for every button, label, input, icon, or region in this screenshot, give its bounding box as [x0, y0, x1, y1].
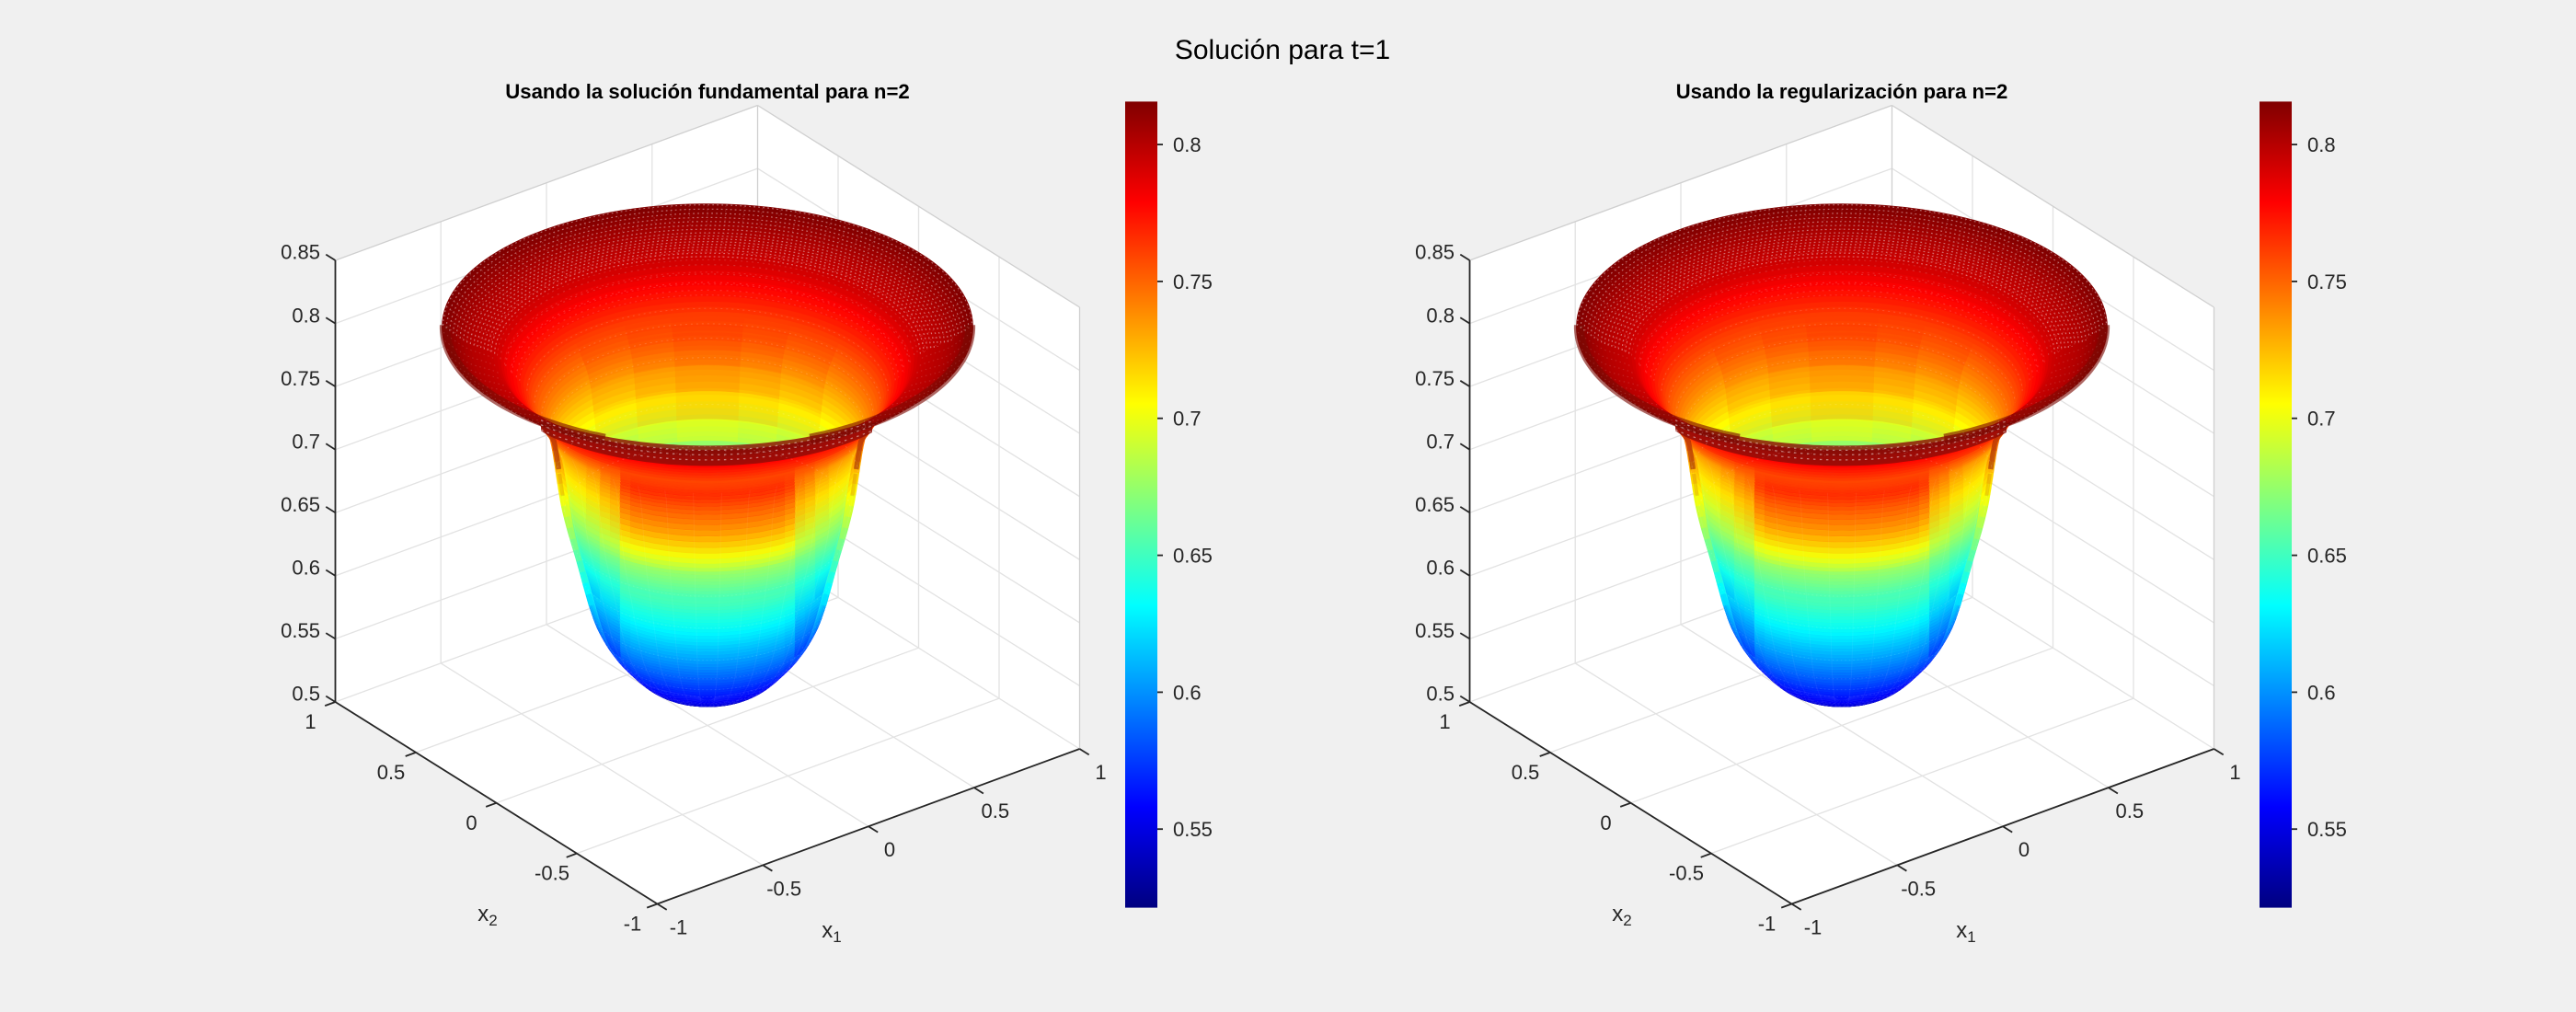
svg-text:Usando la regularización para: Usando la regularización para n=2	[1676, 80, 2008, 103]
svg-text:Usando la solución fundamental: Usando la solución fundamental para n=2	[505, 80, 910, 103]
svg-text:Solución para t=1: Solución para t=1	[1175, 35, 1390, 65]
